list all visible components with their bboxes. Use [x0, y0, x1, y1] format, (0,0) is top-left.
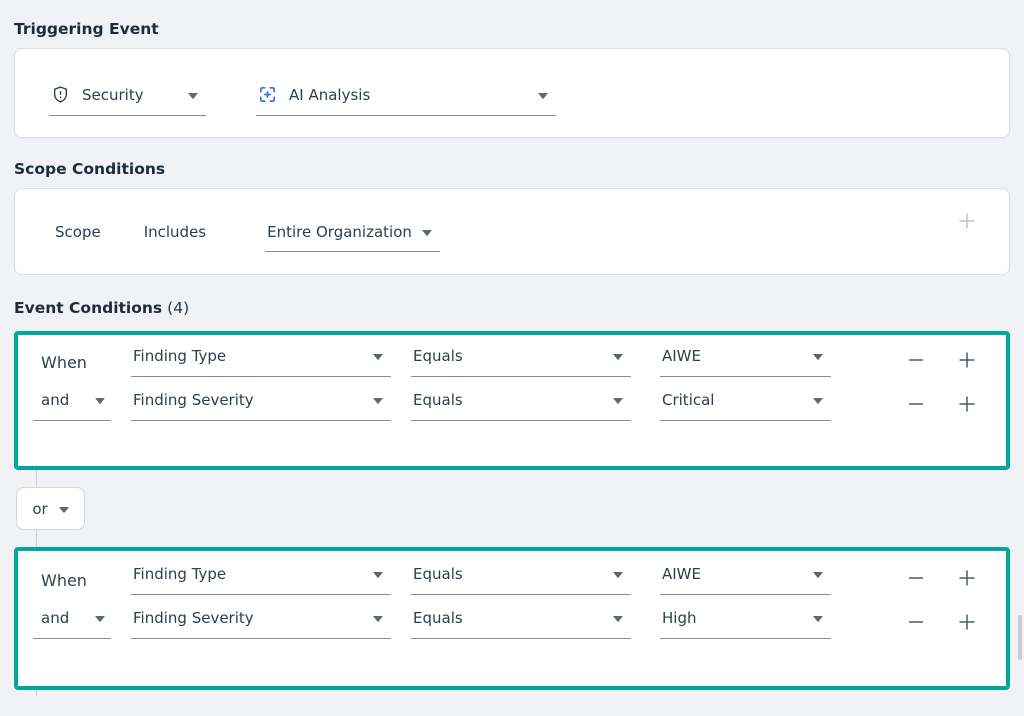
plus-icon — [958, 395, 976, 413]
value-dropdown[interactable]: Critical — [660, 391, 831, 421]
group-joiner: or — [14, 470, 1010, 547]
chevron-down-icon — [422, 222, 433, 241]
condition-group-1: When Finding Type Equals AIWE and — [14, 331, 1010, 470]
chevron-down-icon — [813, 346, 823, 365]
row-actions — [907, 609, 1006, 631]
operator-dropdown[interactable]: Equals — [411, 391, 631, 421]
chevron-down-icon — [538, 85, 548, 104]
plus-icon — [958, 351, 976, 369]
operator-dropdown[interactable]: Equals — [411, 609, 631, 639]
field-dropdown[interactable]: Finding Severity — [131, 391, 391, 421]
chevron-down-icon — [373, 346, 383, 365]
chevron-down-icon — [373, 390, 383, 409]
chevron-down-icon — [613, 390, 623, 409]
connector-line — [36, 470, 37, 487]
row-prefix-dropdown[interactable]: and — [33, 391, 111, 421]
plus-icon — [958, 212, 976, 230]
scope-conditions-card: Scope Includes Entire Organization — [14, 188, 1010, 275]
scrollbar-thumb[interactable] — [1018, 615, 1022, 660]
minus-icon — [908, 403, 924, 405]
row-actions — [907, 391, 1006, 413]
add-condition-button[interactable] — [958, 351, 976, 369]
event-conditions-title-text: Event Conditions — [14, 299, 163, 317]
remove-condition-button[interactable] — [907, 351, 925, 369]
add-condition-button[interactable] — [958, 569, 976, 587]
plus-icon — [958, 569, 976, 587]
trigger-category-dropdown[interactable]: Security — [49, 83, 206, 116]
chevron-down-icon — [813, 564, 823, 583]
scope-conditions-title: Scope Conditions — [14, 160, 166, 178]
shield-icon — [51, 85, 70, 104]
scope-operator-label: Includes — [143, 223, 207, 241]
trigger-subtype-dropdown[interactable]: AI Analysis — [256, 83, 556, 116]
chevron-down-icon — [813, 608, 823, 627]
scope-field-label: Scope — [55, 223, 101, 241]
event-conditions-count: (4) — [167, 299, 190, 317]
field-dropdown[interactable]: Finding Type — [131, 565, 391, 595]
add-scope-condition-button[interactable] — [957, 211, 977, 231]
condition-row: and Finding Severity Equals High — [33, 609, 1006, 639]
operator-dropdown[interactable]: Equals — [411, 565, 631, 595]
trigger-category-value: Security — [82, 85, 144, 104]
automation-rule-editor: Triggering Event Security AI Analysis Sc… — [0, 20, 1024, 696]
chevron-down-icon — [188, 85, 198, 104]
ai-target-icon — [258, 85, 277, 104]
remove-condition-button[interactable] — [907, 613, 925, 631]
event-conditions-title: Event Conditions (4) — [14, 299, 1010, 317]
scope-value: Entire Organization — [267, 222, 412, 241]
trigger-subtype-value: AI Analysis — [289, 85, 371, 104]
row-prefix-dropdown[interactable]: and — [33, 609, 111, 639]
value-dropdown[interactable]: AIWE — [660, 565, 831, 595]
chevron-down-icon — [613, 564, 623, 583]
chevron-down-icon — [613, 608, 623, 627]
triggering-event-title: Triggering Event — [14, 20, 159, 38]
remove-condition-button[interactable] — [907, 395, 925, 413]
scope-value-dropdown[interactable]: Entire Organization — [265, 222, 441, 252]
add-condition-button[interactable] — [958, 613, 976, 631]
row-actions — [907, 347, 1006, 369]
plus-icon — [958, 613, 976, 631]
minus-icon — [908, 621, 924, 623]
field-dropdown[interactable]: Finding Type — [131, 347, 391, 377]
chevron-down-icon — [373, 564, 383, 583]
operator-dropdown[interactable]: Equals — [411, 347, 631, 377]
row-prefix-label: When — [41, 570, 87, 590]
group-joiner-dropdown[interactable]: or — [16, 487, 85, 530]
triggering-event-card: Security AI Analysis — [14, 48, 1010, 138]
row-prefix-label: When — [41, 352, 87, 372]
minus-icon — [908, 577, 924, 579]
chevron-down-icon — [373, 608, 383, 627]
chevron-down-icon — [58, 499, 69, 518]
remove-condition-button[interactable] — [907, 569, 925, 587]
chevron-down-icon — [813, 390, 823, 409]
add-condition-button[interactable] — [958, 395, 976, 413]
condition-group-2: When Finding Type Equals AIWE and — [14, 547, 1010, 690]
condition-row: When Finding Type Equals AIWE — [33, 347, 1006, 377]
condition-row: and Finding Severity Equals Critical — [33, 391, 1006, 421]
value-dropdown[interactable]: High — [660, 609, 831, 639]
chevron-down-icon — [613, 346, 623, 365]
connector-line — [36, 530, 37, 547]
condition-row: When Finding Type Equals AIWE — [33, 565, 1006, 595]
chevron-down-icon — [95, 390, 105, 409]
chevron-down-icon — [95, 608, 105, 627]
row-actions — [907, 565, 1006, 587]
connector-line — [36, 690, 37, 696]
value-dropdown[interactable]: AIWE — [660, 347, 831, 377]
minus-icon — [908, 359, 924, 361]
field-dropdown[interactable]: Finding Severity — [131, 609, 391, 639]
